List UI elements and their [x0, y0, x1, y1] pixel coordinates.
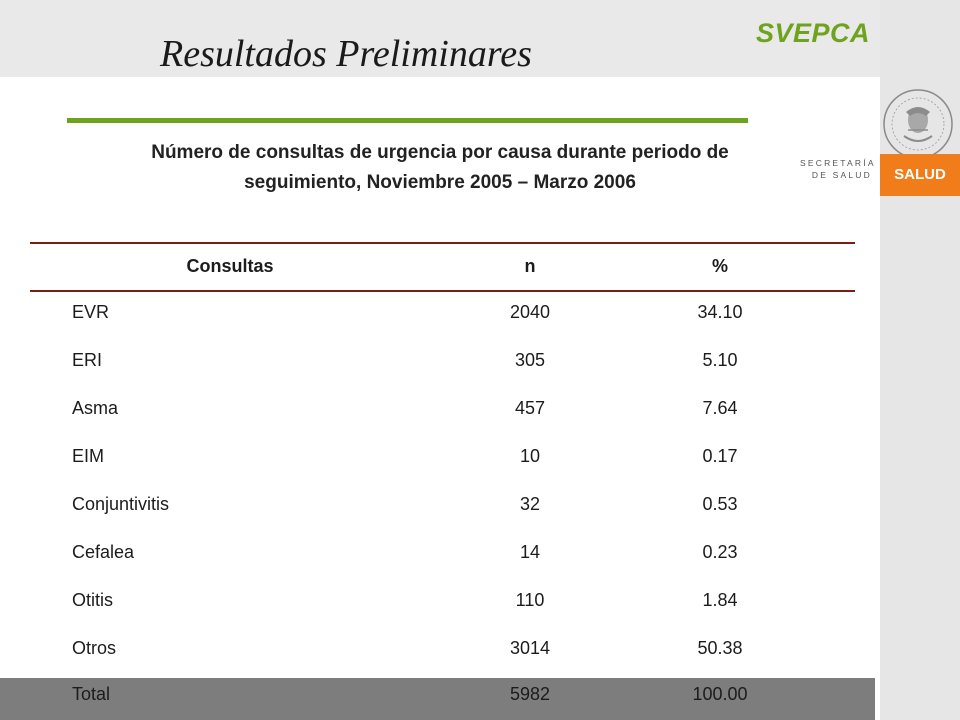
header-n: n — [524, 256, 536, 276]
title-underline — [67, 118, 748, 123]
row-percent: 50.38 — [697, 638, 743, 658]
row-n: 32 — [519, 494, 541, 514]
mexico-seal-icon — [883, 89, 953, 159]
row-label: EIM — [72, 446, 105, 466]
total-label: Total — [72, 684, 111, 704]
caption-line-2: seguimiento, Noviembre 2005 – Marzo 2006 — [244, 172, 636, 193]
row-label: ERI — [72, 350, 103, 370]
row-label: Conjuntivitis — [72, 494, 170, 514]
row-label: Cefalea — [72, 542, 135, 562]
row-percent: 0.23 — [702, 542, 738, 562]
row-label: Otros — [72, 638, 117, 658]
row-percent: 7.64 — [702, 398, 738, 418]
row-percent: 5.10 — [702, 350, 738, 370]
salud-badge: SALUD — [880, 154, 960, 196]
row-percent: 0.53 — [702, 494, 738, 514]
row-label: EVR — [72, 302, 110, 322]
total-row-band — [0, 678, 875, 720]
total-percent: 100.00 — [692, 684, 748, 704]
secretaria-line-1: SECRETARÍA — [800, 158, 876, 168]
secretaria-label: SECRETARÍA DE SALUD — [800, 157, 876, 181]
row-percent: 0.17 — [702, 446, 738, 466]
brand-label: SVEPCA — [755, 18, 870, 48]
header-consultas: Consultas — [186, 256, 274, 276]
row-label: Otitis — [72, 590, 114, 610]
table-caption: Número de consultas de urgencia por caus… — [60, 138, 820, 198]
row-n: 457 — [514, 398, 546, 418]
table-header-rule — [30, 290, 855, 292]
total-n: 5982 — [509, 684, 551, 704]
row-n: 2040 — [509, 302, 551, 322]
row-n: 10 — [519, 446, 541, 466]
row-percent: 34.10 — [697, 302, 743, 322]
secretaria-line-2: DE SALUD — [811, 170, 872, 180]
row-n: 305 — [514, 350, 546, 370]
row-n: 14 — [519, 542, 541, 562]
row-percent: 1.84 — [702, 590, 738, 610]
caption-line-1: Número de consultas de urgencia por caus… — [151, 142, 729, 163]
row-n: 110 — [515, 590, 545, 610]
header-band — [0, 0, 880, 77]
table-top-rule — [30, 242, 855, 244]
page-title: Resultados Preliminares — [160, 33, 532, 75]
header-percent: % — [711, 256, 728, 276]
row-label: Asma — [72, 398, 119, 418]
row-n: 3014 — [509, 638, 551, 658]
